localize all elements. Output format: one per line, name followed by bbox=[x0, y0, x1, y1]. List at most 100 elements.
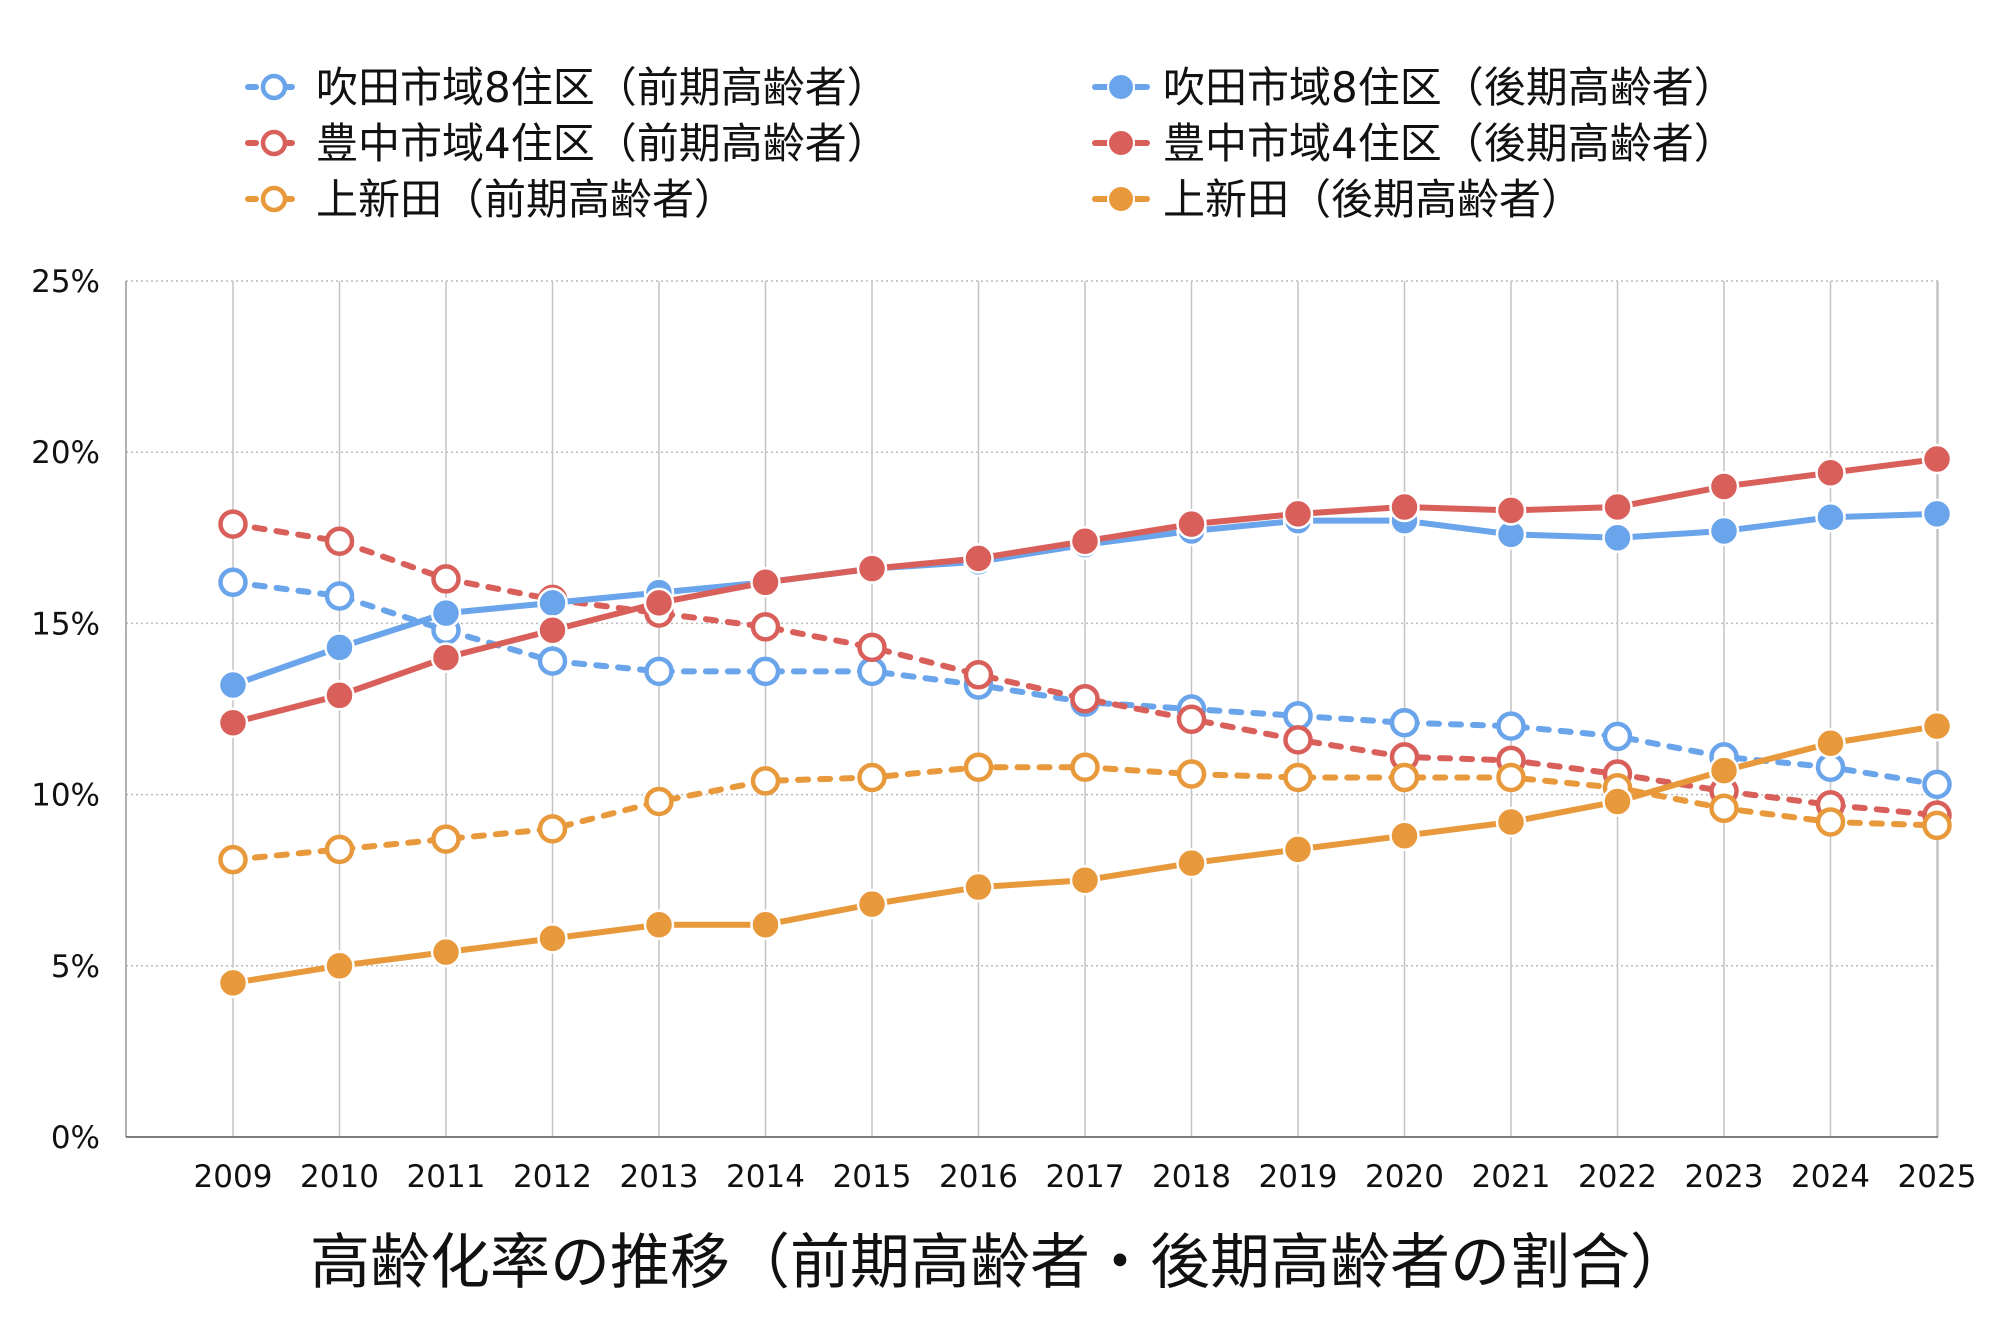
legend-swatch-marker bbox=[260, 73, 288, 101]
data-point bbox=[1070, 752, 1100, 782]
data-point bbox=[644, 656, 674, 687]
data-point bbox=[963, 871, 994, 903]
legend-swatch-marker bbox=[260, 129, 288, 157]
data-point bbox=[217, 669, 249, 701]
data-point bbox=[1815, 807, 1846, 837]
plot-grid bbox=[126, 280, 1938, 1137]
plot-axes: 0% 5% 10% 15% 20% 25% 2009 2010 2011 2012 2013 2014… bbox=[31, 264, 1976, 1195]
data-point bbox=[644, 786, 674, 817]
data-point bbox=[537, 923, 568, 954]
x-tick-label: 2013 bbox=[620, 1159, 699, 1195]
legend-label: 豊中市域4住区（前期高齢者） bbox=[316, 119, 889, 168]
x-tick-label: 2020 bbox=[1365, 1159, 1444, 1195]
data-point bbox=[963, 752, 994, 782]
x-tick-label: 2025 bbox=[1898, 1159, 1977, 1195]
legend-item: 吹田市域8住区（前期高齢者） bbox=[245, 63, 889, 112]
data-point bbox=[1815, 502, 1846, 533]
data-point bbox=[217, 707, 249, 738]
data-point bbox=[1069, 525, 1101, 557]
plot-series bbox=[217, 443, 1953, 999]
x-tick-label: 2009 bbox=[194, 1159, 273, 1195]
data-point bbox=[431, 564, 461, 594]
series-line bbox=[230, 521, 1940, 819]
data-point bbox=[1708, 515, 1740, 547]
data-point bbox=[963, 543, 994, 574]
legend-swatch-marker bbox=[1107, 73, 1135, 101]
data-point bbox=[537, 587, 568, 619]
chart-title: 高齢化率の推移（前期高齢者・後期高齢者の割合） bbox=[310, 1228, 1690, 1298]
y-tick-label: 15% bbox=[31, 606, 100, 642]
data-point bbox=[1921, 710, 1953, 742]
data-point bbox=[430, 936, 462, 968]
data-point bbox=[1496, 762, 1526, 793]
data-point bbox=[1389, 762, 1420, 793]
data-point bbox=[1922, 810, 1952, 841]
legend-swatch-marker bbox=[1107, 129, 1135, 157]
data-point bbox=[1495, 806, 1527, 838]
data-point bbox=[1070, 683, 1100, 714]
legend-swatch-marker bbox=[1107, 185, 1135, 213]
data-point bbox=[1389, 707, 1420, 738]
data-point bbox=[1069, 864, 1101, 896]
data-point bbox=[1389, 491, 1420, 523]
x-tick-label: 2017 bbox=[1046, 1159, 1125, 1195]
data-point bbox=[750, 909, 781, 940]
data-point bbox=[1921, 498, 1953, 530]
data-point bbox=[1602, 721, 1633, 752]
data-point bbox=[430, 642, 462, 673]
data-point bbox=[750, 766, 781, 796]
data-point bbox=[324, 526, 355, 556]
data-point bbox=[857, 762, 887, 793]
data-point bbox=[218, 567, 248, 598]
data-point bbox=[856, 553, 888, 584]
data-point bbox=[537, 814, 568, 844]
x-tick-label: 2011 bbox=[407, 1159, 486, 1195]
data-point bbox=[857, 656, 887, 687]
data-point bbox=[1815, 457, 1846, 488]
data-point bbox=[643, 909, 675, 940]
data-point bbox=[1176, 704, 1207, 735]
legend-item: 吹田市域8住区（後期高齢者） bbox=[1092, 63, 1736, 112]
x-tick-label: 2018 bbox=[1152, 1159, 1231, 1195]
series-3 bbox=[217, 443, 1953, 738]
data-point bbox=[1708, 755, 1740, 786]
data-point bbox=[324, 581, 355, 611]
legend-label: 豊中市域4住区（後期高齢者） bbox=[1163, 119, 1736, 168]
legend-label: 上新田（前期高齢者） bbox=[316, 175, 736, 224]
data-point bbox=[1922, 769, 1952, 800]
x-tick-label: 2015 bbox=[833, 1159, 912, 1195]
x-tick-label: 2014 bbox=[726, 1159, 805, 1195]
x-tick-label: 2012 bbox=[513, 1159, 592, 1195]
data-point bbox=[537, 646, 568, 676]
series-5 bbox=[217, 710, 1953, 999]
legend-label: 上新田（後期高齢者） bbox=[1163, 175, 1583, 224]
data-point bbox=[1282, 834, 1314, 865]
data-point bbox=[750, 656, 781, 687]
x-tick-label: 2010 bbox=[300, 1159, 379, 1195]
legend-item: 上新田（後期高齢者） bbox=[1092, 175, 1583, 224]
data-point bbox=[1709, 793, 1739, 824]
data-point bbox=[1921, 443, 1953, 475]
data-point bbox=[750, 612, 781, 642]
legend-item: 豊中市域4住区（後期高齢者） bbox=[1092, 119, 1736, 168]
data-point bbox=[1495, 495, 1527, 526]
data-point bbox=[1708, 471, 1740, 502]
x-tick-label: 2019 bbox=[1259, 1159, 1338, 1195]
data-point bbox=[1176, 759, 1207, 789]
legend-item: 上新田（前期高齢者） bbox=[245, 175, 736, 224]
data-point bbox=[1389, 820, 1420, 851]
data-point bbox=[1815, 727, 1846, 759]
data-point bbox=[537, 614, 568, 646]
data-point bbox=[1176, 847, 1207, 879]
data-point bbox=[1283, 762, 1313, 793]
legend-label: 吹田市域8住区（後期高齢者） bbox=[1163, 63, 1736, 112]
data-point bbox=[643, 587, 675, 619]
legend-swatch-marker bbox=[260, 185, 288, 213]
data-point bbox=[218, 509, 248, 539]
y-tick-label: 20% bbox=[31, 435, 100, 471]
data-point bbox=[1602, 786, 1633, 817]
data-point bbox=[431, 824, 461, 854]
data-point bbox=[324, 632, 355, 663]
data-point bbox=[1496, 711, 1526, 741]
